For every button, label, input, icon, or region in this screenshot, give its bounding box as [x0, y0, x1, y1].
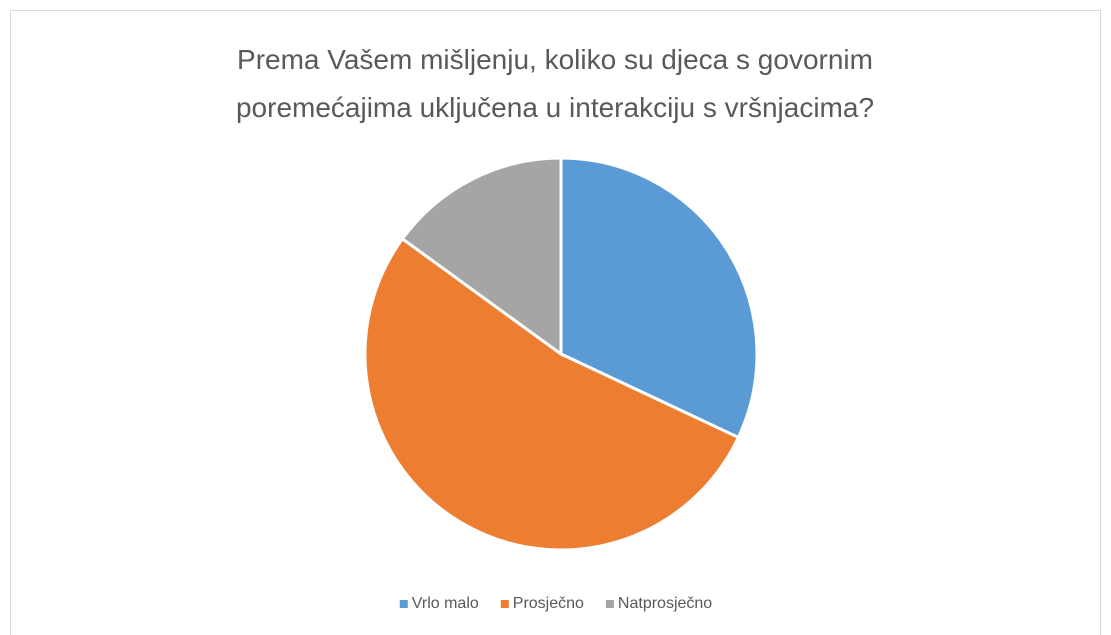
pie-slice — [559, 156, 759, 440]
pie-slice — [363, 236, 741, 552]
legend-label: Vrlo malo — [412, 595, 479, 612]
legend-swatch — [399, 600, 408, 608]
chart-title: Prema Vašem mišljenju, koliko su djeca s… — [235, 44, 875, 123]
legend-swatch — [605, 600, 614, 608]
pie-slice — [400, 156, 563, 357]
legend-label: Prosječno — [513, 595, 584, 612]
legend-label: Natprosječno — [618, 595, 712, 612]
chart-border — [10, 10, 1101, 635]
legend-swatch — [500, 600, 509, 608]
